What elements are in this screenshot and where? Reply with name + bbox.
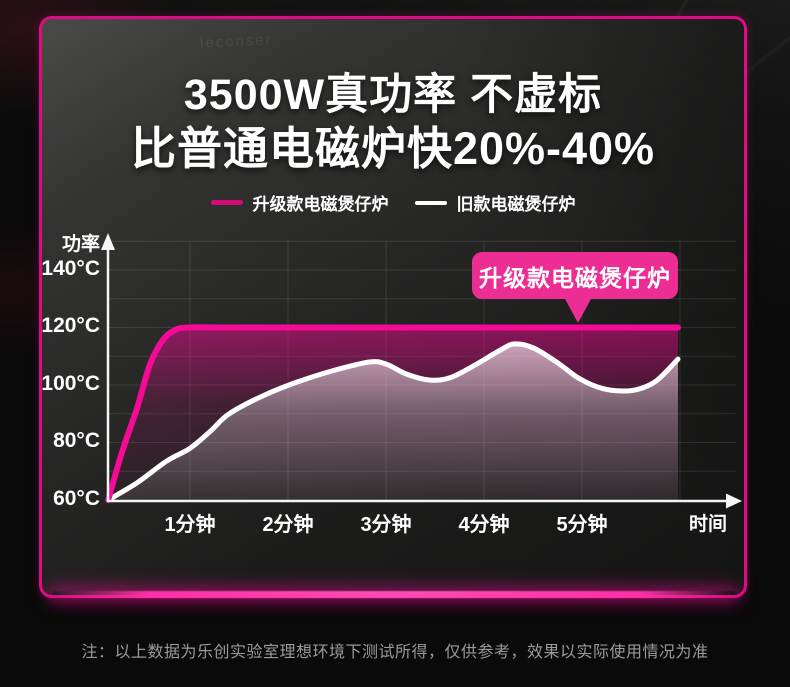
x-tick-5min: 5分钟 — [556, 514, 608, 536]
legend-item-upgraded: 升级款电磁煲仔炉 — [210, 190, 389, 215]
legend-swatch-upgraded-icon — [210, 200, 243, 205]
y-tick-60: 60°C — [53, 487, 100, 510]
y-axis-title: 功率 — [61, 234, 100, 255]
y-tick-140: 140°C — [41, 257, 100, 280]
callout-pointer-icon — [564, 297, 592, 323]
legend-label-upgraded: 升级款电磁煲仔炉 — [252, 195, 389, 214]
y-tick-100: 100°C — [41, 372, 100, 395]
y-tick-120: 120°C — [41, 314, 100, 337]
chart-legend: 升级款电磁煲仔炉 旧款电磁煲仔炉 — [40, 190, 746, 215]
x-tick-3min: 3分钟 — [360, 514, 412, 536]
panel-bottom-glow — [52, 591, 736, 598]
headline-line1: 3500W真功率 不虚标 — [183, 71, 603, 119]
x-tick-1min: 1分钟 — [164, 514, 216, 536]
x-tick-4min: 4分钟 — [458, 514, 510, 536]
disclaimer-note: 注：以上数据为乐创实验室理想环境下测试所得，仅供参考，效果以实际使用情况为准 — [81, 644, 709, 661]
legend-label-old: 旧款电磁煲仔炉 — [456, 195, 576, 214]
legend-swatch-old-icon — [414, 200, 447, 205]
callout-label: 升级款电磁煲仔炉 — [479, 264, 671, 291]
y-tick-80: 80°C — [53, 429, 100, 452]
headline-line2: 比普通电磁炉快20%-40% — [130, 123, 656, 174]
x-axis-title: 时间 — [688, 514, 727, 535]
upgraded-series-callout: 升级款电磁煲仔炉 — [472, 252, 678, 323]
legend-item-old: 旧款电磁煲仔炉 — [414, 190, 576, 215]
x-tick-2min: 2分钟 — [262, 514, 314, 536]
